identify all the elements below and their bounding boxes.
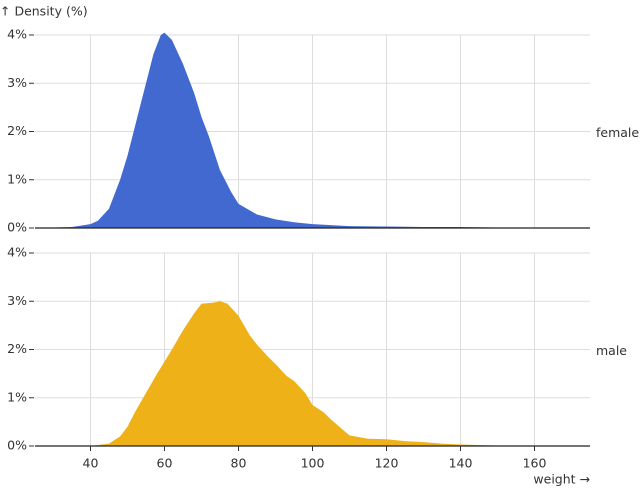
x-tick-label: 80 — [231, 456, 247, 471]
x-tick-label: 120 — [375, 456, 399, 471]
y-tick-label: 2% — [7, 123, 27, 138]
x-tick-label: 140 — [449, 456, 473, 471]
y-tick-label: 0% — [7, 220, 27, 235]
x-tick-label: 60 — [157, 456, 173, 471]
y-tick-label: 3% — [7, 293, 27, 308]
x-axis-label: weight → — [533, 472, 590, 487]
x-tick-label: 160 — [523, 456, 547, 471]
y-axis-label: ↑ Density (%) — [0, 4, 88, 19]
y-tick-label: 4% — [7, 245, 27, 260]
y-tick-label: 1% — [7, 389, 27, 404]
x-tick-label: 40 — [83, 456, 99, 471]
facet-label: male — [596, 343, 627, 358]
facet-label: female — [596, 125, 639, 140]
density-area — [35, 301, 590, 446]
y-tick-label: 0% — [7, 438, 27, 453]
y-tick-label: 1% — [7, 171, 27, 186]
y-tick-label: 3% — [7, 75, 27, 90]
y-tick-label: 2% — [7, 341, 27, 356]
y-tick-label: 4% — [7, 27, 27, 42]
density-area — [35, 32, 590, 229]
x-tick-label: 100 — [301, 456, 325, 471]
